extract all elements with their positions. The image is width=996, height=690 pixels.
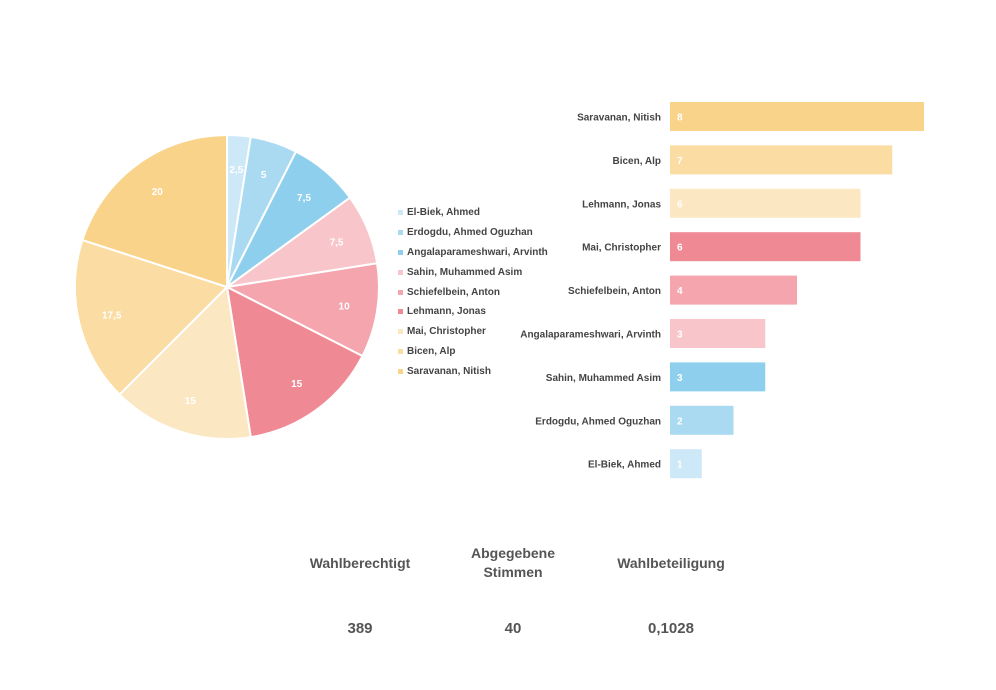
legend-label: Erdogdu, Ahmed Oguzhan bbox=[407, 227, 533, 239]
legend-swatch bbox=[398, 348, 403, 354]
bar-value-label: 6 bbox=[677, 199, 683, 210]
legend-swatch bbox=[398, 269, 403, 275]
stat-value: 389 bbox=[347, 620, 373, 637]
stat-label: Wahlberechtigt bbox=[309, 555, 411, 571]
bar-value-label: 3 bbox=[677, 373, 683, 384]
bar-category-label: El-Biek, Ahmed bbox=[588, 460, 661, 471]
bar bbox=[670, 275, 797, 305]
bar-value-label: 4 bbox=[677, 286, 683, 297]
stat-value: 40 bbox=[504, 620, 522, 637]
bar-value-label: 2 bbox=[677, 416, 683, 427]
bar bbox=[670, 449, 702, 479]
bar-category-label: Bicen, Alp bbox=[612, 156, 661, 167]
pie-slice-label: 20 bbox=[152, 187, 164, 198]
pie-slice-label: 5 bbox=[261, 170, 267, 181]
stat-eligible: Wahlberechtigt bbox=[290, 554, 430, 573]
pie-slice bbox=[223, 262, 380, 358]
legend-swatch bbox=[398, 249, 403, 255]
bar bbox=[670, 319, 766, 348]
bar bbox=[670, 188, 861, 218]
bar-category-label: Lehmann, Jonas bbox=[582, 199, 661, 210]
pie-slice-label: 10 bbox=[339, 302, 351, 313]
pie-slice-label: 7,5 bbox=[330, 238, 344, 249]
legend-swatch bbox=[398, 309, 403, 315]
pie-slice-label: 15 bbox=[291, 379, 303, 390]
pie-slice bbox=[81, 133, 228, 289]
bar-value-label: 1 bbox=[677, 460, 683, 471]
stat-label: Wahlbeteiligung bbox=[617, 555, 725, 571]
legend-swatch bbox=[398, 230, 403, 236]
legend-item: El-Biek, Ahmed bbox=[398, 203, 548, 223]
stat-turnout: Wahlbeteiligung bbox=[601, 554, 741, 573]
legend-label: Saravanan, Nitish bbox=[407, 365, 491, 377]
legend-swatch bbox=[398, 210, 403, 216]
legend-label: Schiefelbein, Anton bbox=[407, 286, 500, 298]
bar-chart: Saravanan, Nitish 8 Bicen, Alp 7 Lehmann, Jo… bbox=[520, 102, 924, 479]
pie-slice bbox=[225, 285, 364, 439]
pie-slice-label: 2,5 bbox=[229, 165, 243, 176]
bar-value-label: 7 bbox=[677, 156, 683, 167]
legend-label: Angalaparameshwari, Arvinth bbox=[407, 246, 548, 258]
bar-category-label: Erdogdu, Ahmed Oguzhan bbox=[535, 416, 661, 427]
pie-slice-label: 15 bbox=[185, 396, 197, 407]
legend-item: Sahin, Muhammed Asim bbox=[398, 262, 548, 282]
stat-value: 0,1028 bbox=[648, 620, 694, 637]
bar-category-label: Sahin, Muhammed Asim bbox=[546, 373, 661, 384]
bar bbox=[670, 102, 924, 131]
legend-item: Schiefelbein, Anton bbox=[398, 282, 548, 302]
bar-value-label: 8 bbox=[677, 113, 683, 124]
bar-category-label: Saravanan, Nitish bbox=[577, 113, 661, 124]
legend-swatch bbox=[398, 289, 403, 295]
legend-item: Erdogdu, Ahmed Oguzhan bbox=[398, 223, 548, 243]
pie-slice-label: 17,5 bbox=[102, 311, 122, 322]
bar-value-label: 3 bbox=[677, 330, 683, 341]
pie-chart: 2,5 5 7,5 7,5 10 15 15 17,5 20 bbox=[74, 133, 380, 440]
pie-slice bbox=[74, 238, 229, 396]
pie-legend: El-Biek, Ahmed Erdogdu, Ahmed Oguzhan Anga… bbox=[398, 203, 548, 381]
legend-swatch bbox=[398, 329, 403, 335]
bar bbox=[670, 232, 861, 262]
legend-item: Saravanan, Nitish bbox=[398, 361, 548, 381]
bar bbox=[670, 362, 766, 392]
stat-label: Abgegebene Stimmen bbox=[470, 545, 555, 580]
bar-value-label: 6 bbox=[677, 243, 683, 254]
legend-label: Mai, Christopher bbox=[407, 326, 486, 338]
stat-votes-cast: Abgegebene Stimmen bbox=[443, 544, 583, 582]
bar-category-label: Schiefelbein, Anton bbox=[568, 286, 661, 297]
bar bbox=[670, 405, 734, 435]
legend-swatch bbox=[398, 368, 403, 374]
legend-item: Bicen, Alp bbox=[398, 342, 548, 362]
legend-item: Mai, Christopher bbox=[398, 322, 548, 342]
legend-label: Bicen, Alp bbox=[407, 345, 456, 357]
legend-item: Angalaparameshwari, Arvinth bbox=[398, 243, 548, 263]
pie-slice bbox=[118, 284, 252, 440]
legend-label: El-Biek, Ahmed bbox=[407, 207, 480, 219]
legend-item: Lehmann, Jonas bbox=[398, 302, 548, 322]
bar-category-label: Mai, Christopher bbox=[582, 243, 661, 254]
bar-category-label: Angalaparameshwari, Arvinth bbox=[520, 330, 661, 341]
stats-panel: Wahlberechtigt 389 Abgegebene Stimmen 40… bbox=[290, 540, 750, 650]
bar bbox=[670, 145, 893, 175]
legend-label: Lehmann, Jonas bbox=[407, 306, 486, 318]
legend-label: Sahin, Muhammed Asim bbox=[407, 266, 523, 278]
pie-slice-label: 7,5 bbox=[297, 193, 311, 204]
